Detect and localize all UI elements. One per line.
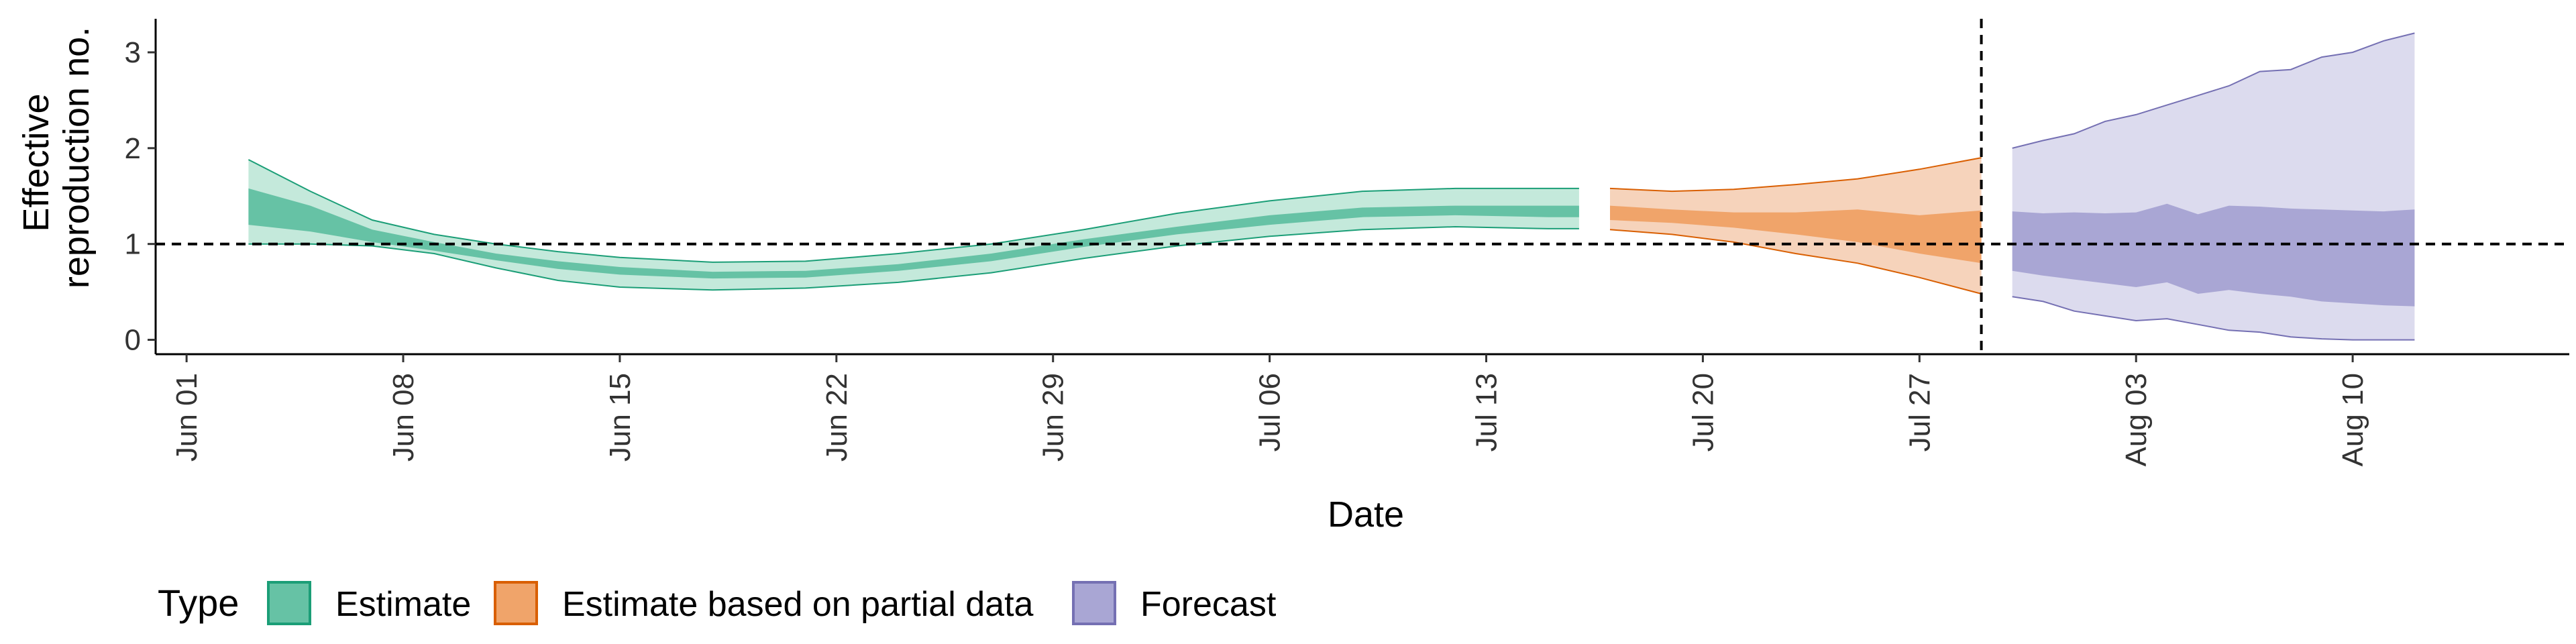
x-tick-label: Jun 22 [820,373,853,462]
legend: Type Estimate Estimate based on partial … [158,581,1277,625]
legend-key-partial [494,581,538,625]
legend-key-estimate [267,581,311,625]
estimate-upper-line [248,159,1579,263]
legend-label-partial: Estimate based on partial data [562,585,1034,624]
y-tick-label: 2 [125,132,141,165]
x-tick-label: Aug 03 [2120,373,2153,466]
legend-label-forecast: Forecast [1140,585,1277,624]
estimate-based-on-partial-data-upper-line [1609,157,1982,193]
y-tick-label: 1 [125,228,141,261]
y-axis-title: Effective reproduction no. [16,27,97,288]
estimate-based-on-partial-data-50-band [1610,205,1982,264]
x-tick-label: Aug 10 [2337,373,2369,466]
forecast-upper-line [2012,32,2415,149]
x-tick-label: Jul 20 [1686,373,1719,451]
legend-label-estimate: Estimate [335,585,471,624]
estimate-90-band [248,160,1579,290]
reference-lines [156,19,2569,354]
x-tick-label: Jun 29 [1037,373,1070,462]
x-tick-label: Jul 06 [1254,373,1287,451]
legend-title: Type [158,582,239,624]
estimate-based-on-partial-data-lower-line [1609,229,1982,294]
x-tick-label: Jun 01 [170,373,203,462]
y-axis-title-line-2: reproduction no. [56,27,97,288]
forecast-lower-line [2012,296,2415,341]
x-tick-label: Jul 13 [1470,373,1503,451]
x-tick-label: Jun 08 [387,373,420,462]
y-tick-label: 3 [125,36,141,69]
legend-key-forecast [1072,581,1116,625]
axes-layer [154,19,2569,356]
tick-layer: 0 1 2 3 Jun 01 Jun 08 Jun 15 Jun 22 Jun 29 Jul 06… [125,36,2370,466]
x-tick-label: Jul 27 [1903,373,1936,451]
y-axis-title-line-1: Effective [16,93,56,231]
x-tick-label: Jun 15 [604,373,637,462]
y-tick-label: 0 [125,324,141,357]
estimate-lower-line [248,225,1579,291]
ribbon-layer [248,32,2415,341]
x-axis-title: Date [1328,494,1404,535]
forecast-50-band [2012,203,2415,307]
